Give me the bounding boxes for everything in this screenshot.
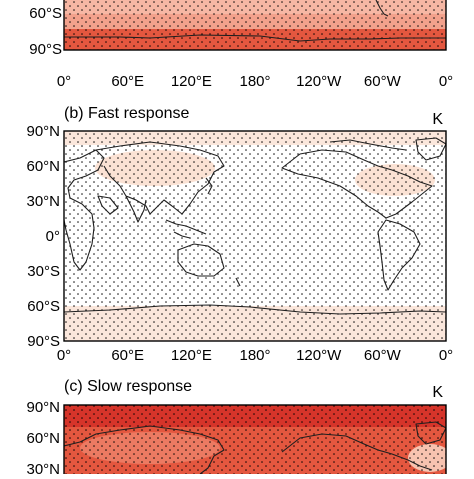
panel-b-arabia-coast — [97, 195, 119, 215]
lat-label: 90°S — [29, 41, 62, 58]
panel-b-unit: K — [432, 111, 443, 128]
lat-label: 60°N — [26, 158, 60, 175]
lon-label: 180° — [239, 347, 270, 364]
panel-b-antarctica-coast — [64, 304, 446, 315]
panel-a-stippling — [64, 0, 446, 50]
lat-label: 90°N — [26, 399, 60, 416]
lon-label: 60°W — [364, 73, 402, 90]
lat-label: 60°S — [27, 298, 60, 315]
panel-a: 60°S 90°S 0° 60°E 120°E 180° 120°W 60°W 0° — [29, 0, 453, 90]
panel-c-unit: K — [432, 384, 443, 401]
panel-c-greenland-coast — [415, 421, 446, 445]
panel-b-india-coast — [125, 195, 147, 223]
panel-b-australia-coast — [177, 243, 225, 277]
lon-label: 60°W — [364, 347, 402, 364]
panel-b-japan-coast — [205, 177, 213, 195]
lon-label: 120°E — [171, 73, 212, 90]
panel-b-new-zealand-coast — [235, 277, 241, 287]
lat-label: 90°N — [26, 123, 60, 140]
lon-label: 0° — [57, 73, 71, 90]
lon-label: 60°E — [111, 347, 144, 364]
panel-b-title: (b) Fast response — [64, 105, 189, 122]
panel-b-lon-labels: 0° 60°E 120°E 180° 120°W 60°W 0° — [57, 347, 453, 364]
lon-label: 0° — [57, 347, 71, 364]
lon-label: 60°E — [111, 73, 144, 90]
panel-c: (c) Slow response K 90°N 60°N 30°N — [26, 378, 447, 478]
panel-b-north-america-coast — [281, 149, 433, 219]
panel-b: (b) Fast response K — [26, 105, 453, 364]
panel-a-antarctic-coast — [64, 34, 446, 42]
panel-b-stippling — [64, 131, 446, 341]
panel-a-south-america-tip — [375, 0, 389, 17]
panel-b-africa-coast — [64, 149, 105, 271]
panel-b-south-america-coast — [377, 219, 421, 291]
lat-label: 0° — [46, 228, 60, 245]
panel-b-islands — [173, 231, 191, 239]
panel-b-arctic-archipelago — [329, 139, 407, 151]
lat-label: 30°S — [27, 263, 60, 280]
panel-c-stippling — [64, 405, 446, 474]
panel-c-title: (c) Slow response — [64, 378, 192, 395]
lon-label: 0° — [439, 73, 453, 90]
panel-b-frame — [63, 130, 447, 342]
panel-c-lat-labels: 90°N 60°N 30°N — [26, 399, 60, 478]
panel-b-asia-coast — [95, 141, 225, 215]
lon-label: 0° — [439, 347, 453, 364]
panel-b-maritime-continent — [165, 219, 207, 235]
panel-c-north-america-coast — [281, 433, 433, 471]
lat-label: 90°S — [27, 333, 60, 350]
panel-b-lat-labels: 90°N 60°N 30°N 0° 30°S 60°S 90°S — [26, 123, 60, 350]
panel-b-greenland-coast — [415, 137, 446, 161]
lat-label: 60°N — [26, 430, 60, 447]
lon-label: 120°W — [296, 347, 342, 364]
panel-a-frame — [63, 0, 447, 51]
lon-label: 120°E — [171, 347, 212, 364]
lat-label: 60°S — [29, 5, 62, 22]
lat-label: 30°N — [26, 193, 60, 210]
lat-label: 30°N — [26, 461, 60, 474]
lon-label: 180° — [239, 73, 270, 90]
lon-label: 120°W — [296, 73, 342, 90]
panel-c-eurasia-coast — [64, 425, 225, 474]
panel-a-lon-labels: 0° 60°E 120°E 180° 120°W 60°W 0° — [57, 73, 453, 90]
